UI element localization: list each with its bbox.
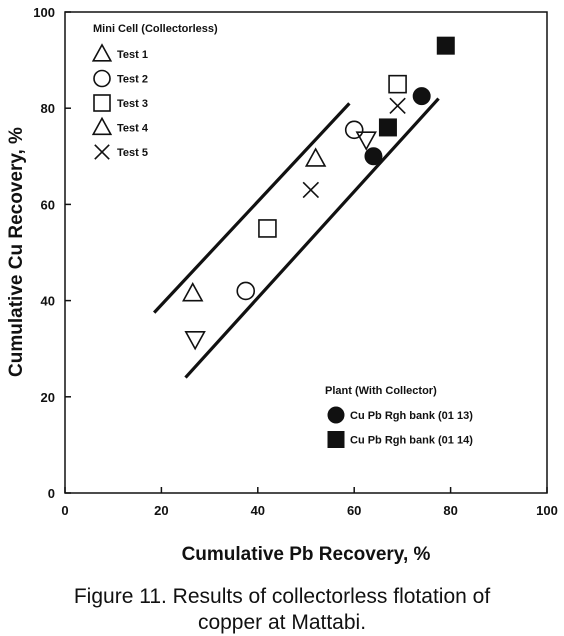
x-tick-label: 0 — [61, 503, 68, 518]
legend-entry-label: Test 3 — [117, 98, 148, 110]
legend-entry-label: Cu Pb Rgh bank (01 13) — [350, 410, 473, 422]
legend-title: Mini Cell (Collectorless) — [93, 23, 218, 35]
figure-caption-line-1: Figure 11. Results of collectorless flot… — [73, 585, 491, 608]
x-mark-stroke — [302, 181, 320, 199]
y-tick-label: 80 — [41, 101, 55, 116]
data-point-circle-filled — [364, 147, 383, 166]
x-mark-stroke — [94, 144, 110, 160]
y-tick-label: 40 — [41, 294, 55, 309]
legend-entry-label: Test 1 — [117, 49, 148, 61]
x-tick-label: 100 — [536, 503, 558, 518]
legend-mini-cell: Mini Cell (Collectorless) Test 1 Test 2 Tes… — [91, 23, 218, 160]
legend-entry-label: Test 2 — [117, 74, 148, 86]
x-tick-label: 80 — [443, 503, 457, 518]
data-point-square-open — [388, 74, 407, 94]
legend-entry-label: Test 4 — [117, 123, 149, 135]
y-tick-label: 20 — [41, 390, 55, 405]
legend-marker-circle-filled — [327, 406, 345, 424]
x-tick-label: 20 — [154, 503, 168, 518]
data-point-square-open — [258, 219, 277, 238]
legend-title: Plant (With Collector) — [325, 385, 437, 397]
x-axis-ticks: 0 20 40 60 80 100 — [61, 487, 558, 518]
x-mark-stroke — [389, 97, 406, 115]
band-line-1 — [153, 102, 351, 314]
figure-caption-line-2: copper at Mattabi. — [197, 611, 367, 634]
legend-plant: Plant (With Collector) Cu Pb Rgh bank (01… — [325, 385, 473, 448]
data-point-x — [389, 97, 406, 115]
legend-marker-square-filled — [327, 431, 345, 448]
data-point-triangle-down — [184, 331, 206, 351]
legend-marker-square-open — [93, 94, 111, 112]
band-lines — [153, 97, 440, 379]
data-point-circle-open — [344, 120, 364, 140]
legend-entry-label: Cu Pb Rgh bank (01 14) — [350, 435, 473, 447]
data-point-triangle-down — [355, 131, 377, 151]
data-point-square-filled — [436, 36, 455, 55]
legend-marker-triangle-up — [91, 43, 113, 62]
legend-entry-label: Test 5 — [117, 147, 148, 159]
legend-marker-circle-open — [93, 69, 111, 88]
legend-marker-x — [94, 144, 110, 160]
x-tick-label: 60 — [347, 503, 361, 518]
y-tick-label: 60 — [41, 197, 55, 212]
y-tick-label: 100 — [33, 5, 55, 20]
chart: 0 20 40 60 80 100 0 20 40 60 80 100 Mini Cell (Col… — [6, 5, 558, 565]
legend-marker-triangle-up — [91, 116, 113, 136]
band-line-2 — [184, 97, 440, 379]
x-tick-label: 40 — [251, 503, 265, 518]
plot-area-frame — [64, 11, 548, 494]
y-axis-ticks: 0 20 40 60 80 100 — [33, 5, 71, 501]
x-axis-label: Cumulative Pb Recovery, % — [182, 544, 431, 565]
data-points — [182, 36, 455, 351]
data-point-triangle-up — [304, 147, 327, 167]
data-point-circle-open — [236, 281, 256, 301]
data-point-square-filled — [378, 118, 397, 137]
data-point-circle-filled — [412, 87, 431, 106]
data-point-x — [302, 181, 320, 199]
y-tick-label: 0 — [48, 486, 55, 501]
data-point-triangle-up — [182, 282, 204, 302]
y-axis-label: Cumulative Cu Recovery, % — [6, 127, 27, 377]
